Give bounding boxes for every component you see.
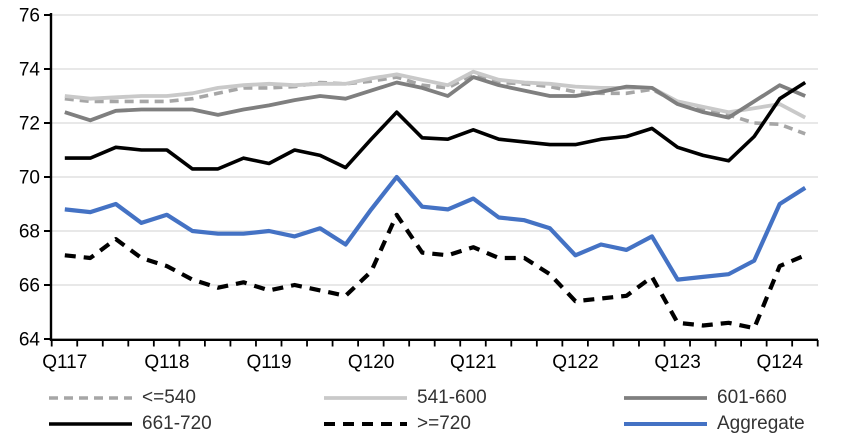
legend-swatch-ge-720 [324,422,407,426]
series-aggregate-line [64,174,807,282]
legend-swatch-aggregate [624,422,707,426]
y-tick-label: 76 [19,6,40,27]
legend-swatch-601-660 [624,396,707,400]
legend-swatch-le-540 [49,396,132,400]
y-tick-label: 74 [19,60,41,81]
x-tick-label: Q122 [552,352,598,373]
x-tick-label: Q118 [144,352,189,373]
legend-item-541-600: 541-600 [323,387,487,409]
x-tick-label: Q120 [348,352,394,373]
x-tick-label: Q119 [246,352,291,373]
series-le-540-line [64,72,806,136]
x-tick-label: Q124 [756,352,803,373]
legend-item-ge-720: >=720 [323,413,471,435]
series-601-660-line [64,75,806,123]
legend-label-aggregate: Aggregate [717,413,805,434]
legend-swatch-541-600 [324,396,407,400]
legend-label-601-660: 601-660 [717,387,787,408]
series-541-600-line [64,69,807,120]
legend-item-661-720: 661-720 [48,413,212,435]
legend-swatch-661-720 [49,422,132,426]
y-tick-label: 64 [19,330,41,351]
legend-label-541-600: 541-600 [417,387,487,408]
legend-label-le-540: <=540 [142,387,196,408]
y-tick-label: 68 [19,222,40,243]
y-tick-label: 72 [19,114,40,135]
legend-label-ge-720: >=720 [417,413,471,434]
legend-item-601-660: 601-660 [623,387,787,409]
legend-label-661-720: 661-720 [142,413,212,434]
legend-item-le-540: <=540 [48,387,196,409]
legend-item-aggregate: Aggregate [623,413,805,435]
x-tick-label: Q123 [654,352,700,373]
y-tick-label: 66 [19,276,40,297]
series-661-720-line [64,80,807,171]
x-tick-label: Q121 [450,352,496,373]
x-tick-label: Q117 [42,352,87,373]
y-tick-label: 70 [19,168,40,189]
series-ge-720-line [64,212,807,331]
